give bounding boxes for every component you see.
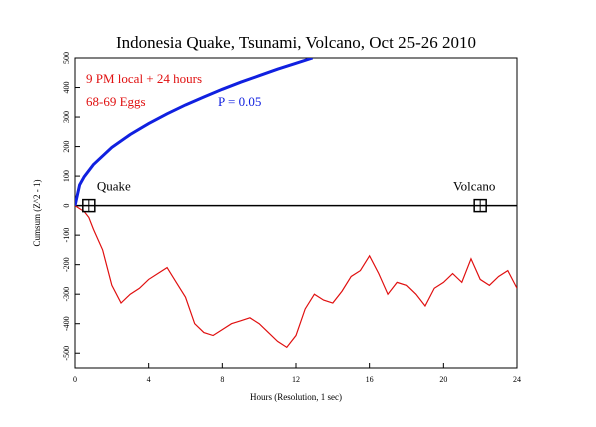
- y-tick-label: -100: [62, 228, 71, 243]
- y-tick-label: 300: [62, 111, 71, 123]
- annotation: 9 PM local + 24 hours: [86, 71, 202, 86]
- y-tick-label: -500: [62, 346, 71, 361]
- event-label: Quake: [97, 179, 131, 194]
- series-line: [75, 205, 517, 349]
- x-axis-label: Hours (Resolution, 1 sec): [250, 392, 342, 402]
- x-tick-label: 20: [439, 375, 447, 384]
- y-tick-label: -400: [62, 316, 71, 331]
- y-tick-label: -200: [62, 257, 71, 272]
- annotation: 68-69 Eggs: [86, 94, 146, 109]
- x-tick-label: 24: [513, 375, 521, 384]
- x-tick-label: 0: [73, 375, 77, 384]
- x-tick-label: 8: [220, 375, 224, 384]
- y-tick-label: -300: [62, 287, 71, 302]
- y-tick-label: 100: [62, 170, 71, 182]
- y-tick-label: 500: [62, 52, 71, 64]
- chart-title: Indonesia Quake, Tsunami, Volcano, Oct 2…: [116, 33, 476, 52]
- x-tick-label: 4: [147, 375, 151, 384]
- y-tick-label: 0: [62, 204, 71, 208]
- y-axis-label: Cumsum (Z^2 - 1): [32, 180, 42, 247]
- annotation: P = 0.05: [218, 94, 261, 109]
- x-tick-label: 12: [292, 375, 300, 384]
- x-tick-label: 16: [366, 375, 374, 384]
- series-line: [75, 58, 314, 206]
- y-tick-label: 400: [62, 82, 71, 94]
- event-label: Volcano: [453, 179, 495, 194]
- y-tick-label: 200: [62, 141, 71, 153]
